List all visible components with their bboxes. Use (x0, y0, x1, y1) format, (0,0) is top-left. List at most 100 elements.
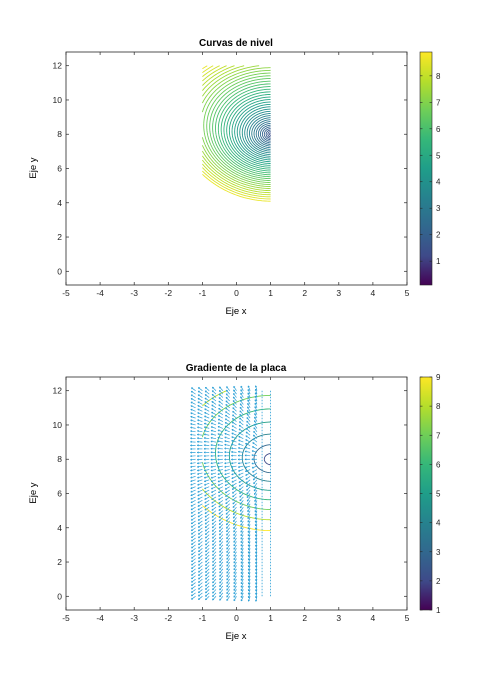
gradient-arrow (247, 500, 251, 506)
chart-contour: Curvas de nivel -5 -4 -3 -2 -1 0 1 2 3 4 5 0246810… (28, 38, 441, 317)
gradient-arrow (198, 568, 203, 573)
gradient-arrow (233, 565, 237, 571)
gradient-arrow (233, 527, 237, 533)
gradient-arrow (226, 582, 230, 588)
gradient-arrow (233, 555, 237, 561)
contour-line (217, 86, 271, 174)
gradient-arrow (247, 385, 251, 391)
gradient-arrow (203, 472, 210, 475)
gradient-arrow (231, 421, 237, 426)
gradient-arrow (204, 422, 210, 426)
gradient-arrow (225, 393, 230, 398)
gradient-arrow (226, 565, 230, 571)
gradient-arrow (237, 462, 244, 465)
gradient-arrow (224, 429, 230, 433)
gradient-arrow (254, 392, 258, 398)
gradient-arrow (190, 510, 196, 514)
gradient-arrow (197, 465, 203, 468)
gradient-arrow (240, 561, 244, 568)
gradient-arrow (191, 541, 196, 545)
gradient-arrow (212, 578, 217, 584)
gradient-arrow (204, 419, 210, 422)
gradient-arrow (203, 444, 210, 447)
gradient-arrow (247, 551, 251, 557)
gradient-arrow (211, 524, 217, 529)
y-tick-label: 2 (57, 557, 62, 567)
gradient-arrow (246, 420, 251, 426)
gradient-arrow (231, 447, 237, 450)
gradient-arrow (217, 462, 223, 465)
gradient-arrow (217, 486, 224, 490)
gradient-arrow (254, 517, 258, 523)
gradient-arrow (247, 531, 251, 537)
x-tick-label: -5 (62, 613, 70, 623)
gradient-arrow (218, 496, 224, 501)
contour-lines (201, 65, 271, 202)
gradient-arrow (246, 482, 251, 488)
contour-line (215, 83, 271, 176)
gradient-arrow (252, 434, 258, 439)
chart-title: Gradiente de la placa (186, 363, 287, 374)
gradient-arrow (224, 465, 230, 468)
contour-line (223, 91, 271, 170)
gradient-arrow (239, 410, 244, 415)
gradient-arrow (239, 489, 244, 494)
gradient-arrow (225, 506, 230, 512)
gradient-arrow (211, 493, 217, 497)
gradient-arrow (219, 568, 224, 574)
gradient-arrow (210, 444, 217, 447)
gradient-arrow (217, 469, 223, 472)
gradient-arrow (211, 486, 217, 490)
gradient-arrow (190, 398, 196, 402)
gradient-arrow (224, 476, 230, 479)
gradient-arrow (210, 465, 217, 468)
gradient-arrow (240, 520, 244, 526)
x-tick-label: 1 (268, 288, 273, 298)
gradient-arrow (198, 541, 203, 546)
gradient-arrow (217, 482, 224, 486)
gradient-arrow (238, 439, 244, 443)
gradient-arrow (240, 572, 244, 578)
gradient-arrow (244, 450, 251, 453)
gradient-arrow (244, 454, 251, 457)
gradient-arrow (226, 524, 230, 529)
contour-line (226, 94, 271, 168)
gradient-arrow (219, 596, 224, 601)
x-tick-label: -4 (96, 613, 104, 623)
gradient-arrow (233, 558, 237, 564)
gradient-arrow (204, 493, 210, 497)
gradient-arrow (190, 500, 196, 504)
gradient-arrow (240, 392, 244, 398)
gradient-arrow (197, 476, 203, 479)
gradient-arrow (254, 500, 258, 506)
gradient-arrow (247, 520, 251, 526)
gradient-arrow (211, 408, 217, 412)
gradient-arrow (190, 520, 196, 525)
gradient-arrow (233, 531, 237, 536)
gradient-arrow (254, 513, 258, 520)
gradient-arrow (204, 517, 210, 522)
gradient-arrow (247, 558, 251, 564)
x-tick-label: -5 (62, 288, 70, 298)
contour-line (231, 99, 271, 164)
colorbar-tick-label: 7 (436, 98, 441, 107)
gradient-arrow (247, 544, 251, 551)
gradient-arrow (210, 426, 217, 429)
gradient-arrow (224, 447, 230, 450)
gradient-arrow (226, 554, 230, 560)
gradient-arrow (219, 537, 224, 543)
gradient-arrow (219, 541, 224, 546)
gradient-arrow (198, 534, 203, 539)
gradient-arrow (247, 565, 251, 571)
gradient-arrow (210, 469, 217, 472)
gradient-arrow (210, 433, 217, 436)
gradient-arrow (205, 548, 210, 553)
gradient-arrow (254, 395, 258, 402)
colorbar (419, 51, 433, 286)
gradient-arrow (212, 537, 217, 543)
gradient-arrow (247, 534, 251, 540)
gradient-arrow (219, 534, 224, 539)
gradient-arrow (218, 489, 224, 494)
gradient-arrow (232, 500, 237, 505)
gradient-arrow (198, 596, 203, 600)
